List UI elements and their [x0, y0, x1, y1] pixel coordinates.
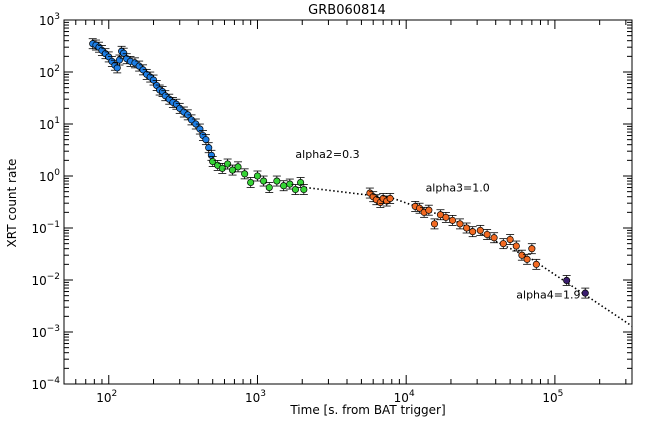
data-point [265, 183, 273, 192]
data-point [247, 178, 255, 187]
data-point [187, 116, 196, 124]
data-point [115, 56, 124, 64]
y-tick-label: 101 [39, 116, 60, 132]
axis-ticks: 102 103 104 105 10−4 10−3 10−2 10−1 100 101 102 103 [31, 12, 632, 405]
y-tick-label: 10−3 [31, 324, 60, 340]
data-point [218, 164, 226, 172]
x-axis-label: Time [s. from BAT trigger] [289, 403, 445, 417]
data-point [202, 136, 210, 144]
data-point [518, 251, 526, 259]
data-point [469, 228, 477, 236]
data-point [120, 49, 128, 57]
chart-title: GRB060814 [308, 3, 386, 18]
data-point [512, 242, 520, 250]
data-point [300, 185, 308, 194]
x-tick-label: 104 [394, 389, 415, 405]
data-point [442, 213, 450, 221]
plot-frame [63, 19, 633, 385]
y-tick-label: 103 [39, 12, 60, 28]
data-point [291, 185, 299, 194]
data-point [483, 230, 491, 239]
data-points [88, 38, 590, 299]
data-point [563, 276, 571, 285]
data-point [490, 234, 498, 242]
data-point [260, 177, 268, 185]
annotation-label: alpha3=1.0 [426, 182, 490, 195]
data-point [581, 289, 589, 297]
y-tick-label: 100 [39, 168, 60, 184]
data-point [286, 180, 294, 188]
data-point [149, 76, 158, 84]
data-point [224, 160, 232, 168]
data-point [241, 170, 249, 178]
data-point [532, 260, 540, 268]
x-tick-label: 105 [542, 389, 563, 405]
x-tick-label: 103 [245, 389, 266, 405]
data-point [280, 182, 288, 190]
data-point [416, 204, 424, 212]
data-point [386, 194, 394, 203]
y-tick-label: 10−4 [31, 376, 60, 392]
data-point [506, 235, 514, 244]
annotation-label: alpha2=0.3 [295, 148, 359, 161]
y-axis-label: XRT count rate [5, 159, 19, 248]
data-point [425, 206, 433, 214]
data-point [234, 163, 242, 171]
y-tick-label: 10−2 [31, 272, 60, 288]
data-point [297, 178, 305, 187]
plot-area [63, 19, 633, 385]
y-tick-label: 102 [39, 64, 60, 80]
data-point [463, 224, 471, 232]
y-tick-label: 10−1 [31, 220, 60, 236]
data-point [273, 177, 281, 185]
x-tick-label: 102 [96, 389, 117, 405]
data-point [207, 151, 215, 159]
data-point [528, 245, 536, 253]
data-point [448, 216, 457, 224]
data-point [523, 255, 531, 263]
data-point [205, 144, 213, 152]
annotations: alpha2=0.3 alpha3=1.0 alpha4=1.9 [295, 148, 580, 301]
annotation-label: alpha4=1.9 [516, 289, 580, 302]
data-point [499, 240, 507, 248]
data-point [209, 157, 217, 166]
data-point [196, 125, 204, 133]
data-point [113, 64, 121, 72]
data-point [456, 220, 464, 228]
data-point [139, 66, 147, 74]
data-point [430, 220, 439, 228]
data-point [476, 226, 484, 234]
